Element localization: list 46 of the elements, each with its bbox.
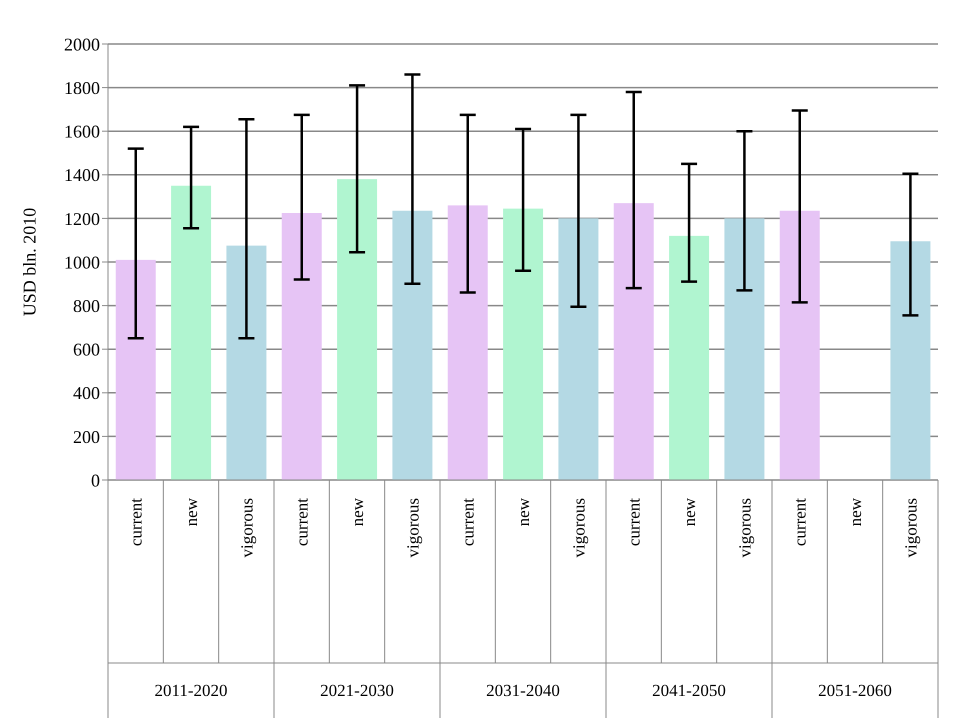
x-tick-label: current — [126, 498, 146, 546]
bar — [780, 210, 820, 480]
y-tick-label: 1000 — [64, 252, 100, 272]
y-tick-label: 1400 — [64, 165, 100, 186]
y-tick-label: 1800 — [64, 78, 100, 98]
x-tick-label: new — [182, 497, 201, 526]
text: 2041-2050 — [652, 681, 726, 700]
x-tick-label: current — [790, 498, 810, 546]
x-tick-label: vigorous — [237, 498, 256, 558]
text: 2021-2030 — [320, 681, 394, 700]
text: 2031-2040 — [486, 681, 560, 700]
y-tick-label: 1200 — [64, 208, 100, 229]
x-tick-label: vigorous — [569, 498, 588, 558]
y-tick-label: 0 — [91, 470, 100, 490]
y-tick-label: 1600 — [64, 122, 100, 142]
bar — [337, 179, 378, 480]
x-tick-label: current — [292, 498, 312, 546]
y-tick-label: 2000 — [64, 34, 100, 54]
bar — [171, 186, 212, 480]
x-tick-label: vigorous — [901, 498, 920, 558]
text: 2011-2020 — [154, 681, 228, 700]
x-tick-label: new — [514, 497, 533, 526]
bar — [724, 218, 764, 480]
text: 2051-2060 — [818, 681, 892, 700]
y-tick-label: 400 — [73, 383, 100, 404]
y-axis-title: USD bln. 2010 — [19, 208, 40, 316]
bar — [116, 260, 156, 480]
x-tick-label: new — [348, 497, 367, 526]
x-tick-label: new — [680, 497, 699, 526]
y-tick-label: 600 — [73, 340, 100, 360]
x-tick-label: vigorous — [735, 498, 754, 558]
bar — [558, 218, 598, 480]
x-tick-label: current — [458, 498, 478, 546]
x-tick-label: current — [624, 498, 644, 546]
y-tick-label: 800 — [73, 296, 100, 316]
y-tick-label: 200 — [73, 426, 100, 447]
bar — [392, 210, 432, 480]
bar — [890, 241, 930, 480]
bar — [503, 208, 544, 480]
x-tick-label: vigorous — [403, 498, 422, 558]
bar — [226, 246, 266, 480]
bar — [282, 212, 322, 480]
bar — [669, 236, 710, 480]
bar — [448, 205, 488, 480]
x-tick-label: new — [846, 497, 865, 526]
bar — [614, 203, 654, 480]
